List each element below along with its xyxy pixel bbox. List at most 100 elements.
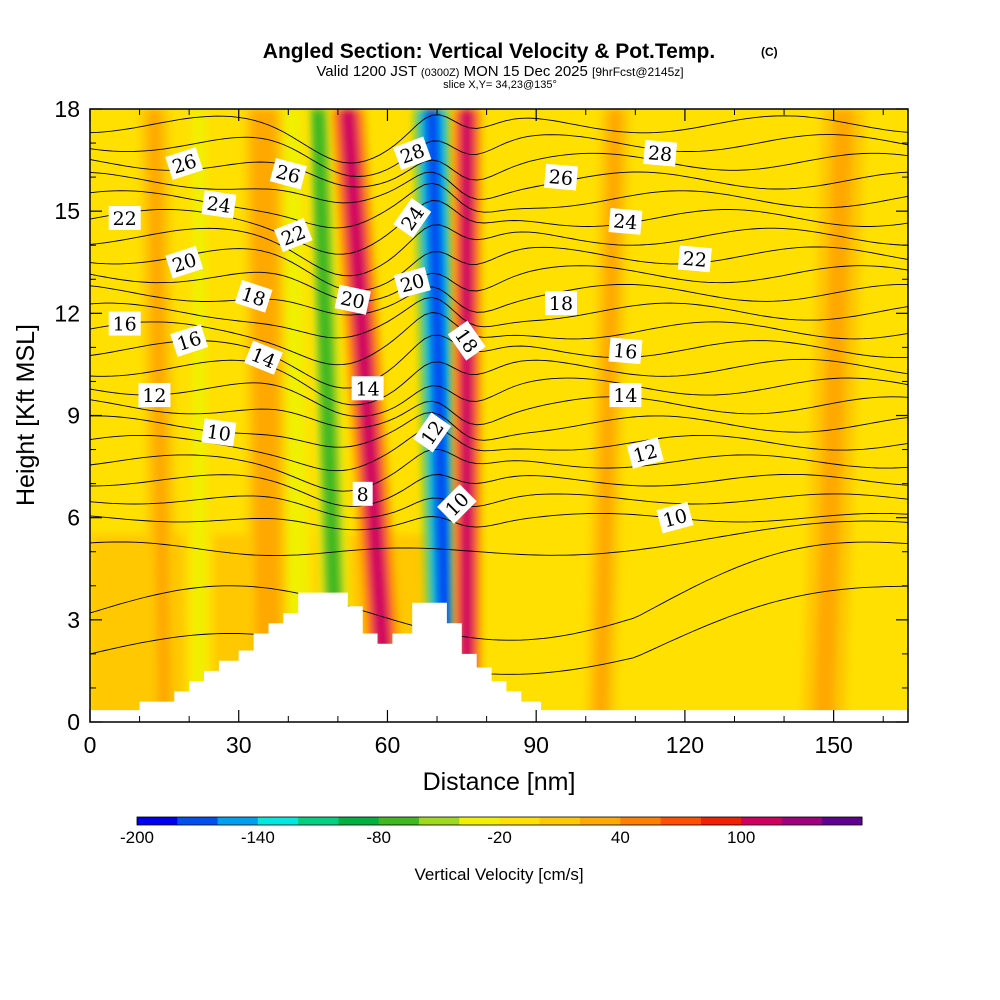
y-tick-label: 9 (67, 403, 80, 429)
theta-contour-line (90, 473, 908, 507)
contour-label: 16 (608, 337, 643, 365)
contour-label-text: 18 (549, 293, 573, 315)
colorbar-swatch (177, 817, 219, 825)
colorbar: -200 -140 -80 -20 40 100 (120, 816, 863, 847)
x-tick-label: 30 (226, 732, 252, 758)
band-level (147, 109, 172, 722)
contour-label-text: 26 (548, 166, 574, 190)
contour-label-text: 24 (205, 193, 232, 218)
y-tick-label: 0 (67, 709, 80, 735)
contour-label-box (677, 245, 712, 273)
band-level (310, 109, 346, 722)
contour-label: 24 (608, 208, 643, 235)
theta-contour-line (90, 520, 908, 557)
contour-label-box (352, 481, 373, 506)
theta-contour-line (90, 585, 908, 675)
contour-label-text: 16 (612, 340, 638, 364)
colorbar-swatch (217, 817, 259, 825)
contour-label-text: 24 (612, 210, 638, 234)
contour-label-box (244, 340, 283, 375)
contour-label: 24 (201, 190, 237, 219)
contour-label-box (543, 163, 578, 191)
contour-label: 20 (334, 284, 371, 315)
theta-contour-line (90, 296, 908, 339)
theta-contour-line (90, 358, 908, 406)
contour-label-box (393, 136, 432, 171)
y-tick-label: 6 (67, 505, 80, 531)
theta-contour-line (90, 246, 908, 292)
colorbar-swatch (741, 817, 782, 825)
contour-label-box (170, 324, 209, 357)
contour-label: 16 (108, 311, 141, 336)
x-tick-label: 60 (375, 732, 401, 758)
contour-label: 22 (108, 205, 141, 230)
downdraft-band (412, 109, 467, 722)
contour-label: 18 (447, 320, 486, 361)
contour-label: 14 (351, 376, 384, 401)
downdraft-band (541, 109, 596, 722)
colorbar-label: Vertical Velocity [cm/s] (414, 865, 583, 884)
theta-contour-line (90, 396, 908, 429)
contour-label-box (273, 217, 313, 253)
colorbar-swatch (660, 817, 702, 825)
colorbar-frame (136, 816, 863, 826)
contour-label-text: 10 (205, 421, 232, 446)
contour-label-box (269, 157, 307, 190)
valid-time: Valid 1200 JST (316, 63, 416, 80)
contour-label-text: 16 (113, 314, 137, 336)
contour-label-box (608, 208, 643, 235)
contour-label-box (108, 311, 141, 336)
colorbar-tick-label: 100 (727, 828, 755, 847)
slice-info: slice X,Y= 34,23@135° (443, 79, 557, 91)
contour-label-box (643, 139, 678, 167)
theta-contour-line (90, 541, 908, 641)
contour-label-box (437, 484, 477, 524)
colorbar-tick-label: -80 (366, 828, 391, 847)
valid-zulu: (0300Z) (421, 67, 460, 79)
colorbar-swatch (338, 817, 380, 825)
band-level (423, 109, 456, 722)
updraft-band (244, 109, 288, 722)
contour-label-box (393, 266, 431, 299)
chart-title-unit: (C) (761, 45, 778, 59)
contour-label-text: 28 (647, 142, 673, 166)
colorbar-swatch (137, 817, 178, 825)
updraft-band (586, 109, 630, 722)
colorbar-swatch (620, 817, 662, 825)
colorbar-swatch (298, 817, 339, 825)
contour-label-box (138, 383, 171, 408)
contour-label-box (201, 190, 237, 219)
terrain (90, 592, 908, 722)
contour-label-box (165, 147, 204, 180)
contour-label-text: 8 (357, 484, 369, 506)
theta-contour-line (90, 265, 908, 303)
contour-label-box (234, 279, 273, 313)
contour-label-text: 14 (356, 378, 380, 400)
contour-label-box (413, 412, 452, 453)
colorbar-swatch (781, 817, 823, 825)
downdraft-band (301, 109, 355, 722)
colorbar-swatch (700, 817, 742, 825)
x-tick-label: 120 (666, 732, 704, 758)
y-tick-label: 3 (67, 607, 80, 633)
contour-label: 28 (643, 139, 678, 167)
forecast-info: [9hrFcst@2145z] (592, 65, 684, 79)
theta-contour-line (90, 312, 908, 366)
y-tick-label: 18 (54, 96, 80, 122)
contour-label-box (108, 205, 141, 230)
y-axis-label: Height [Kft MSL] (12, 324, 40, 506)
contour-label-text: 12 (142, 385, 166, 407)
band-level (813, 109, 854, 722)
contour-label-box (393, 197, 432, 238)
colorbar-swatch (459, 817, 500, 825)
contour-label-box (165, 245, 204, 279)
contour-label-box (447, 320, 486, 361)
contour-label-box (544, 291, 577, 316)
colorbar-swatch (539, 817, 581, 825)
theta-contour-line (90, 493, 908, 519)
band-level (279, 109, 308, 722)
contour-label-text: 22 (113, 208, 137, 230)
theta-contour-line (90, 334, 908, 389)
